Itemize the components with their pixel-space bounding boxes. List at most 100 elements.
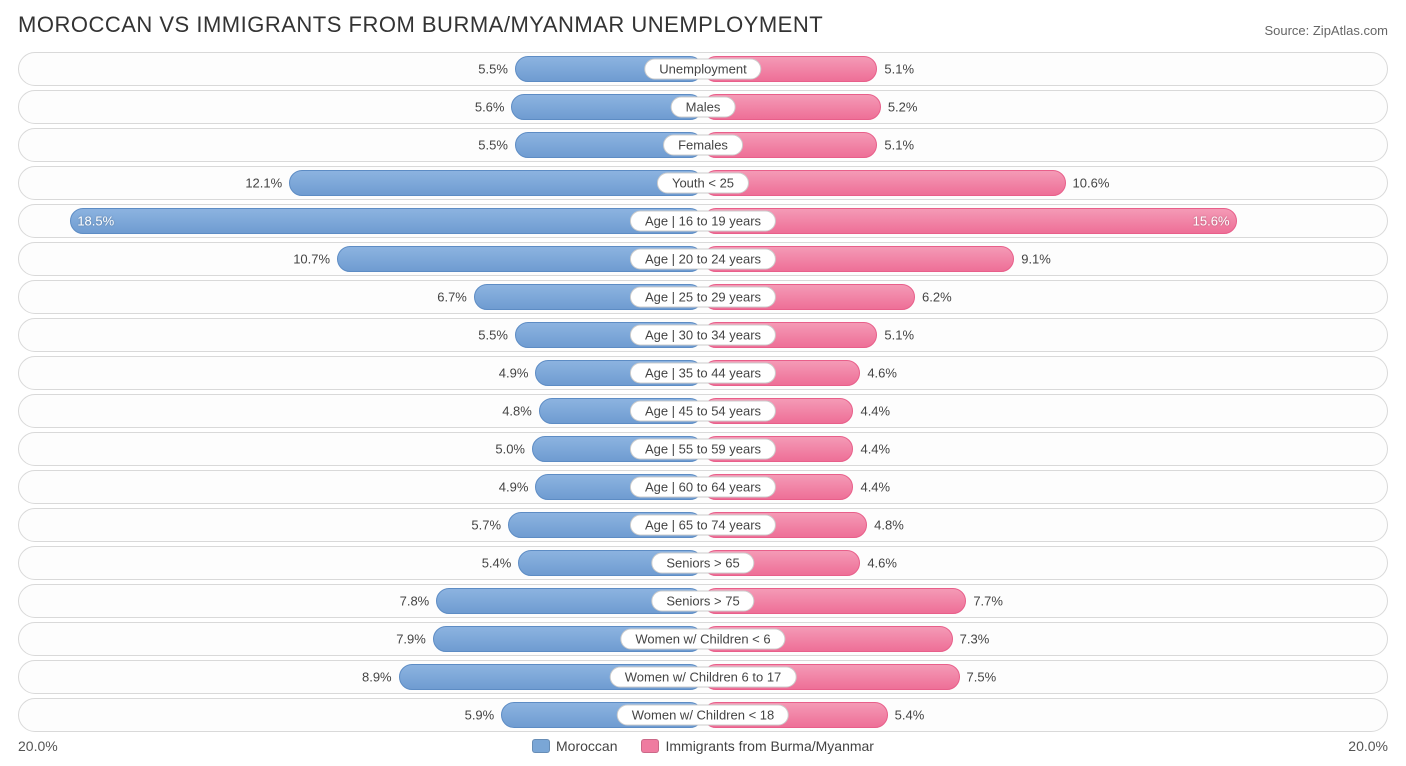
row-right-half: 7.3% — [703, 623, 1387, 655]
chart-row: 4.8%4.4%Age | 45 to 54 years — [18, 394, 1388, 428]
chart-row: 4.9% 4.4% Age | 60 to 64 years — [18, 470, 1388, 504]
chart-row: 18.5%15.6%Age | 16 to 19 years — [18, 204, 1388, 238]
row-category-label: Age | 65 to 74 years — [630, 515, 776, 536]
row-left-half: 18.5% — [19, 205, 703, 237]
bar-left: 18.5% — [70, 208, 703, 234]
bar-right-value: 4.4% — [852, 442, 890, 457]
bar-right-value: 5.1% — [876, 328, 914, 343]
bar-right-value: 4.4% — [852, 480, 890, 495]
bar-left-value: 5.5% — [478, 62, 516, 77]
row-left-half: 8.9% — [19, 661, 703, 693]
row-right-half: 9.1% — [703, 243, 1387, 275]
chart-row: 5.0% 4.4% Age | 55 to 59 years — [18, 432, 1388, 466]
row-right-half: 5.2% — [703, 91, 1387, 123]
chart-row: 7.9% 7.3% Women w/ Children < 6 — [18, 622, 1388, 656]
row-right-half: 7.7% — [703, 585, 1387, 617]
bar-right-value: 7.5% — [959, 670, 997, 685]
row-left-half: 5.0% — [19, 433, 703, 465]
axis-right-end: 20.0% — [1348, 738, 1388, 754]
row-left-half: 10.7% — [19, 243, 703, 275]
row-right-half: 4.6% — [703, 357, 1387, 389]
row-left-half: 4.8% — [19, 395, 703, 427]
chart-row: 7.8% 7.7%Seniors > 75 — [18, 584, 1388, 618]
row-right-half: 5.1% — [703, 53, 1387, 85]
bar-right-value: 10.6% — [1065, 176, 1110, 191]
row-category-label: Women w/ Children 6 to 17 — [610, 667, 797, 688]
bar-right-value: 6.2% — [914, 290, 952, 305]
legend-item-left: Moroccan — [532, 738, 617, 754]
bar-right-value: 4.8% — [866, 518, 904, 533]
row-left-half: 12.1% — [19, 167, 703, 199]
row-category-label: Age | 30 to 34 years — [630, 325, 776, 346]
row-category-label: Age | 20 to 24 years — [630, 249, 776, 270]
bar-right-value: 5.1% — [876, 62, 914, 77]
chart-row: 10.7% 9.1% Age | 20 to 24 years — [18, 242, 1388, 276]
row-category-label: Seniors > 75 — [651, 591, 754, 612]
row-category-label: Age | 45 to 54 years — [630, 401, 776, 422]
chart-row: 5.5%5.1%Unemployment — [18, 52, 1388, 86]
bar-left-value: 5.6% — [475, 100, 513, 115]
row-right-half: 4.4% — [703, 395, 1387, 427]
chart-row: 5.6% 5.2% Males — [18, 90, 1388, 124]
bar-left-value: 5.4% — [482, 556, 520, 571]
bar-left-value: 5.7% — [471, 518, 509, 533]
bar-left-value: 5.9% — [465, 708, 503, 723]
bar-left-value: 5.0% — [495, 442, 533, 457]
chart-row: 5.4% 4.6%Seniors > 65 — [18, 546, 1388, 580]
legend-label-left: Moroccan — [556, 738, 617, 754]
row-category-label: Youth < 25 — [657, 173, 749, 194]
bar-right: 10.6% — [703, 170, 1066, 196]
bar-right-value: 5.2% — [880, 100, 918, 115]
row-right-half: 4.4% — [703, 471, 1387, 503]
row-right-half: 5.4% — [703, 699, 1387, 731]
row-left-half: 5.4% — [19, 547, 703, 579]
bar-left-value: 12.1% — [245, 176, 290, 191]
row-right-half: 10.6% — [703, 167, 1387, 199]
row-right-half: 5.1% — [703, 129, 1387, 161]
legend-item-right: Immigrants from Burma/Myanmar — [641, 738, 873, 754]
row-category-label: Age | 25 to 29 years — [630, 287, 776, 308]
bar-right-value: 5.4% — [887, 708, 925, 723]
row-category-label: Males — [671, 97, 736, 118]
bar-left-value: 7.9% — [396, 632, 434, 647]
bar-left-value: 5.5% — [478, 328, 516, 343]
row-category-label: Age | 35 to 44 years — [630, 363, 776, 384]
bar-right-value: 4.6% — [859, 366, 897, 381]
bar-right-value: 5.1% — [876, 138, 914, 153]
row-category-label: Age | 55 to 59 years — [630, 439, 776, 460]
legend-swatch-left — [532, 739, 550, 753]
bar-left-value: 4.9% — [499, 366, 537, 381]
bar-right-value: 15.6% — [1193, 214, 1230, 229]
bar-left-value: 18.5% — [77, 214, 114, 229]
row-category-label: Women w/ Children < 6 — [620, 629, 785, 650]
chart-row: 5.9%5.4%Women w/ Children < 18 — [18, 698, 1388, 732]
bar-right-value: 7.3% — [952, 632, 990, 647]
row-left-half: 5.5% — [19, 129, 703, 161]
row-left-half: 5.9% — [19, 699, 703, 731]
legend-swatch-right — [641, 739, 659, 753]
chart-row: 5.5% 5.1% Females — [18, 128, 1388, 162]
bar-right-value: 9.1% — [1013, 252, 1051, 267]
chart-footer: 20.0% Moroccan Immigrants from Burma/Mya… — [18, 738, 1388, 754]
bar-left-value: 4.9% — [499, 480, 537, 495]
row-right-half: 4.6% — [703, 547, 1387, 579]
chart-row: 6.7% 6.2% Age | 25 to 29 years — [18, 280, 1388, 314]
legend-label-right: Immigrants from Burma/Myanmar — [665, 738, 873, 754]
chart-title: MOROCCAN VS IMMIGRANTS FROM BURMA/MYANMA… — [18, 12, 823, 38]
row-left-half: 5.6% — [19, 91, 703, 123]
chart-row: 8.9% 7.5% Women w/ Children 6 to 17 — [18, 660, 1388, 694]
row-left-half: 4.9% — [19, 357, 703, 389]
chart-row: 5.7% 4.8% Age | 65 to 74 years — [18, 508, 1388, 542]
bar-left-value: 7.8% — [400, 594, 438, 609]
bar-right: 15.6% — [703, 208, 1237, 234]
row-category-label: Seniors > 65 — [651, 553, 754, 574]
chart-row: 4.9% 4.6% Age | 35 to 44 years — [18, 356, 1388, 390]
row-left-half: 7.9% — [19, 623, 703, 655]
row-left-half: 5.5% — [19, 319, 703, 351]
row-category-label: Age | 60 to 64 years — [630, 477, 776, 498]
bar-left-value: 6.7% — [437, 290, 475, 305]
row-left-half: 7.8% — [19, 585, 703, 617]
bar-left-value: 8.9% — [362, 670, 400, 685]
row-right-half: 5.1% — [703, 319, 1387, 351]
row-category-label: Females — [663, 135, 743, 156]
